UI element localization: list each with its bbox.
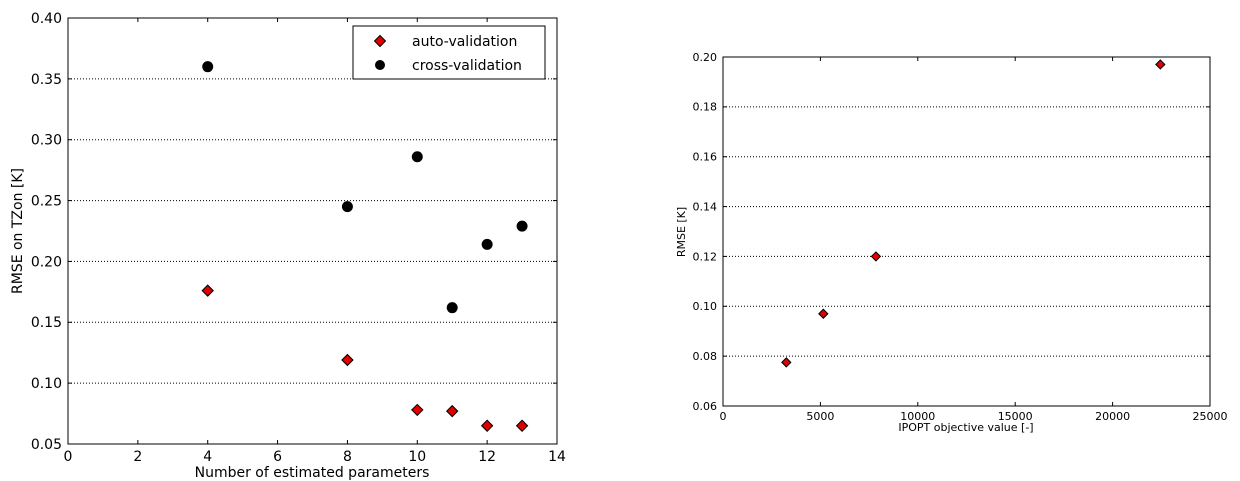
legend-marker-cross-validation bbox=[375, 60, 385, 70]
legend-marker-auto-validation bbox=[373, 34, 387, 48]
left-point-auto-validation bbox=[515, 419, 529, 432]
left-y-tick-label: 0.05 bbox=[31, 437, 62, 453]
legend-diamond-marker bbox=[373, 34, 387, 48]
right-point-series-0 bbox=[818, 308, 829, 319]
left-point-cross-validation bbox=[341, 201, 353, 213]
right-y-tick-label: 0.14 bbox=[693, 200, 718, 213]
left-x-axis-label: Number of estimated parameters bbox=[195, 465, 430, 481]
left-x-tick-label: 8 bbox=[343, 449, 352, 465]
right-x-tick-label: 10000 bbox=[900, 410, 935, 423]
right-y-ticks: 0.06 0.08 0.10 0.12 0.14 0.16 0.18 0.20 bbox=[693, 51, 1210, 413]
right-y-tick-label: 0.16 bbox=[693, 151, 718, 164]
left-x-tick-label: 4 bbox=[203, 449, 212, 465]
right-x-axis-label: IPOPT objective value [-] bbox=[898, 421, 1033, 434]
left-data-marks bbox=[201, 61, 529, 432]
right-point-series-0 bbox=[870, 251, 882, 262]
left-x-tick-label: 10 bbox=[408, 449, 426, 465]
right-x-tick-label: 0 bbox=[720, 410, 727, 423]
right-point-series-0 bbox=[1155, 59, 1166, 70]
left-point-auto-validation bbox=[446, 404, 459, 418]
right-y-tick-label: 0.10 bbox=[693, 300, 718, 313]
right-point-series-0 bbox=[781, 357, 792, 368]
left-y-tick-label: 0.35 bbox=[31, 72, 62, 88]
right-x-tick-label: 15000 bbox=[998, 410, 1033, 423]
left-point-cross-validation bbox=[481, 238, 493, 250]
left-point-auto-validation bbox=[411, 403, 424, 417]
right-x-ticks: 0 5000 10000 15000 20000 25000 bbox=[720, 57, 1228, 423]
legend-box bbox=[352, 25, 546, 80]
left-y-tick-label: 0.20 bbox=[31, 254, 62, 270]
right-y-tick-label: 0.06 bbox=[693, 400, 718, 413]
left-y-tick-label: 0.10 bbox=[31, 376, 62, 392]
right-y-tick-label: 0.08 bbox=[693, 350, 718, 363]
left-x-tick-label: 0 bbox=[64, 449, 73, 465]
chart-right: 0 5000 10000 15000 20000 25000 0.060.080.100.… bbox=[675, 51, 1228, 434]
right-y-tick-label: 0.18 bbox=[693, 101, 718, 114]
left-point-auto-validation bbox=[480, 419, 494, 432]
right-data-marks bbox=[781, 59, 1166, 368]
left-point-auto-validation bbox=[201, 284, 214, 297]
right-x-tick-label: 5000 bbox=[806, 410, 834, 423]
left-y-tick-label: 0.30 bbox=[31, 133, 62, 149]
left-gridlines bbox=[68, 78, 557, 384]
legend-circle-marker bbox=[375, 60, 385, 70]
right-y-tick-label: 0.20 bbox=[693, 51, 718, 64]
left-x-tick-label: 12 bbox=[478, 449, 496, 465]
left-x-ticks: 0 2 4 6 8 10 12 14 bbox=[64, 18, 566, 465]
legend: auto-validation cross-validation bbox=[352, 25, 546, 80]
left-y-axis-label: RMSE on TZon [K] bbox=[10, 168, 26, 294]
left-x-tick-label: 14 bbox=[548, 449, 566, 465]
left-x-tick-label: 2 bbox=[133, 449, 142, 465]
legend-label-cross-validation: cross-validation bbox=[412, 58, 522, 74]
left-y-tick-label: 0.15 bbox=[31, 315, 62, 331]
right-x-tick-label: 20000 bbox=[1095, 410, 1130, 423]
left-point-cross-validation bbox=[446, 302, 458, 314]
right-y-axis-label: RMSE [K] bbox=[675, 207, 688, 257]
right-x-tick-label: 25000 bbox=[1193, 410, 1228, 423]
legend-label-auto-validation: auto-validation bbox=[412, 34, 517, 50]
right-plot-frame bbox=[722, 56, 1211, 407]
right-gridlines bbox=[723, 106, 1210, 357]
right-y-tick-label: 0.12 bbox=[693, 250, 718, 263]
left-point-cross-validation bbox=[202, 61, 214, 73]
left-point-cross-validation bbox=[516, 220, 528, 232]
left-point-auto-validation bbox=[341, 353, 354, 367]
left-y-tick-label: 0.40 bbox=[31, 11, 62, 27]
chart-left: 0 2 4 6 8 10 12 14 0.05 0.10 0.15 0.20 0.25 0.30 0.35… bbox=[10, 11, 566, 481]
left-y-ticks: 0.05 0.10 0.15 0.20 0.25 0.30 0.35 0.40 bbox=[31, 11, 557, 453]
left-plot-frame bbox=[67, 17, 558, 445]
left-x-tick-label: 6 bbox=[273, 449, 282, 465]
left-y-tick-label: 0.25 bbox=[31, 193, 62, 209]
left-point-cross-validation bbox=[411, 151, 423, 163]
